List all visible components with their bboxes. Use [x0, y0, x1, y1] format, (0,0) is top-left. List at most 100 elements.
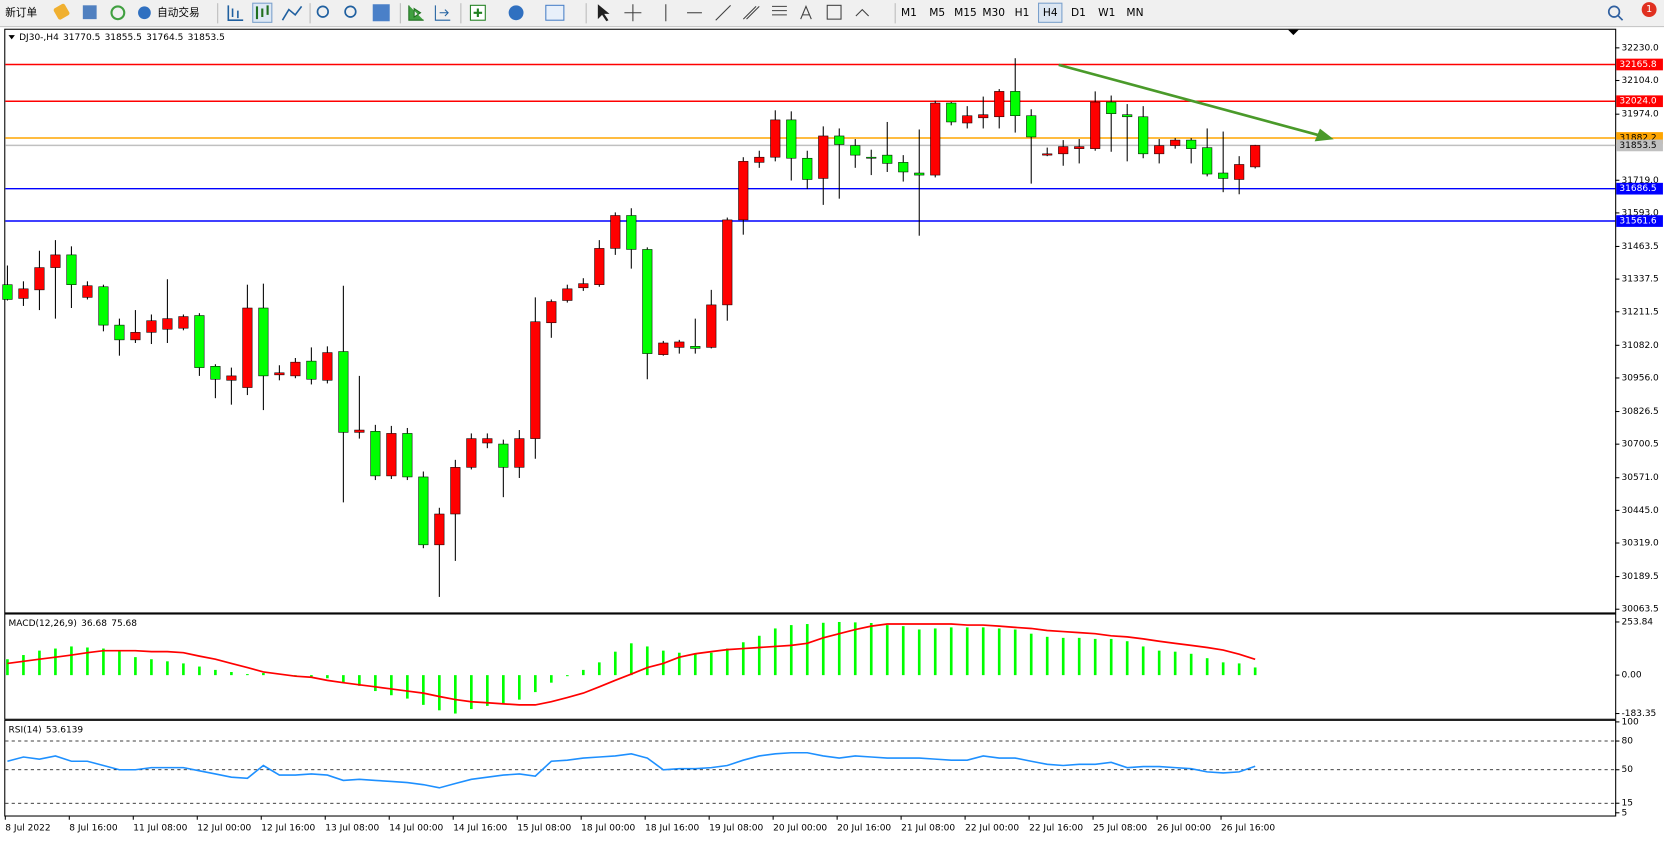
y-tick-label: 0.00 [1622, 671, 1642, 681]
price-label: 32024.0 [1619, 97, 1657, 107]
timeframe-button[interactable]: D1 [1071, 6, 1086, 19]
timeframe-button[interactable]: H4 [1043, 6, 1058, 19]
chart-layer: 32230.0 32104.0 31974.0 31719.0 31593.0 31463… [2, 33, 1663, 834]
candle-body [914, 172, 925, 176]
bar-chart-button[interactable] [227, 5, 244, 21]
chart-shift-marker [1288, 29, 1299, 36]
arrows-button[interactable] [855, 8, 870, 17]
candle-body [466, 438, 477, 468]
chart-shift-button[interactable] [434, 5, 451, 21]
text-button[interactable] [800, 4, 812, 20]
candle-body [210, 366, 221, 380]
line-chart-button[interactable] [281, 5, 303, 21]
y-tick-label: 31211.5 [1622, 307, 1659, 317]
autoscroll-button[interactable] [408, 5, 424, 21]
y-tick-label: 31463.5 [1622, 242, 1659, 252]
candle-body [1154, 145, 1165, 155]
timeframe-button[interactable]: MN [1126, 6, 1143, 19]
cursor-button[interactable] [597, 4, 610, 22]
candle-body [386, 433, 397, 477]
new-order-button[interactable]: 新订单 [5, 6, 37, 19]
x-tick-label: 26 Jul 00:00 [1157, 824, 1211, 834]
main-panel [4, 28, 1617, 614]
y-tick-label: 30189.5 [1622, 572, 1659, 582]
price-label-box [1616, 132, 1663, 144]
trendline-button[interactable] [715, 4, 731, 21]
candle-body [818, 135, 829, 179]
y-tick-label: 30826.5 [1622, 407, 1659, 417]
timeframe-button[interactable]: M1 [901, 6, 917, 19]
last-close: 31853.5 [188, 33, 225, 43]
search-button[interactable] [1607, 5, 1621, 18]
macd-title: MACD(12,26,9) 36.68 75.68 [8, 619, 137, 629]
active-timeframe-box [1038, 2, 1063, 23]
auto-trade-button[interactable]: 自动交易 [157, 6, 199, 19]
timeframe-button[interactable]: M15 [954, 6, 977, 19]
macd-last: 36.68 [81, 619, 107, 629]
notification-badge[interactable] [1641, 2, 1657, 18]
symbol-marker [8, 35, 15, 40]
candle-body [626, 215, 637, 250]
y-tick-label: 30956.0 [1622, 373, 1660, 383]
tile-button[interactable] [372, 4, 390, 22]
candle-body [258, 307, 269, 377]
timeframe-button[interactable]: H1 [1015, 6, 1030, 19]
x-tick-label: 20 Jul 00:00 [773, 824, 827, 834]
templates-button[interactable] [545, 4, 565, 21]
macd-signal [7, 623, 1256, 706]
trend-arrow [1058, 63, 1323, 138]
timeframe-button[interactable]: M30 [982, 6, 1005, 19]
price-label-box [1616, 182, 1663, 195]
y-tick-label: 31082.0 [1622, 341, 1660, 351]
x-tick-label: 19 Jul 08:00 [709, 824, 763, 834]
icon [255, 5, 269, 20]
price-label: 31853.5 [1619, 141, 1656, 151]
y-tick-label: 30700.5 [1622, 440, 1659, 450]
x-tick-label: 12 Jul 16:00 [261, 824, 315, 834]
toolbar: 新订单 自动交易 M1 M5 M15 M30 H1 H4 D1 W1 [0, 0, 1664, 28]
x-tick-label: 14 Jul 00:00 [389, 824, 443, 834]
candle-body [370, 431, 381, 477]
candle-body [866, 156, 877, 159]
x-tick-label: 20 Jul 16:00 [837, 824, 891, 834]
macd-panel [4, 613, 1617, 720]
candle-body [114, 324, 125, 341]
rsi-panel [4, 719, 1617, 817]
label-button[interactable] [826, 4, 842, 20]
candle-body [738, 161, 749, 221]
x-tick-label: 18 Jul 16:00 [645, 824, 699, 834]
candle-body [898, 162, 909, 173]
zoom-in-button[interactable] [316, 5, 329, 18]
candle-body [1122, 114, 1133, 118]
price-label: 31686.5 [1619, 184, 1656, 194]
channel-button[interactable] [742, 6, 760, 20]
candle-body [242, 307, 253, 388]
candle-body [658, 342, 669, 355]
candle-body [946, 102, 957, 123]
y-tick-label: 253.84 [1622, 617, 1654, 627]
timeframe-button[interactable]: W1 [1098, 6, 1115, 19]
crosshair-button[interactable] [624, 4, 642, 22]
candle-body [482, 438, 493, 444]
fibo-button[interactable] [772, 5, 787, 16]
x-tick-label: 8 Jul 2022 [5, 824, 50, 834]
zoom-out-button[interactable] [344, 5, 357, 18]
periods-button[interactable] [508, 5, 524, 21]
candle-body [50, 254, 61, 268]
rsi-title: RSI(14) 53.6139 [8, 725, 83, 735]
y-tick-label: 30445.0 [1622, 506, 1660, 516]
y-tick-label: 32104.0 [1622, 76, 1660, 86]
symbol: DJ30-,H4 [19, 33, 59, 43]
candle-body [706, 304, 717, 348]
candle-body [994, 91, 1005, 118]
candle-body [562, 288, 573, 301]
x-tick-label: 14 Jul 16:00 [453, 824, 507, 834]
candle-body [546, 301, 557, 324]
chart-title: DJ30-,H4 31770.5 31855.5 31764.5 31853.5 [19, 33, 225, 43]
x-tick-label: 15 Jul 08:00 [517, 824, 571, 834]
candle-body [498, 443, 509, 468]
x-tick-label: 22 Jul 16:00 [1029, 824, 1083, 834]
timeframe-button[interactable]: M5 [929, 6, 945, 19]
candle-body [66, 254, 77, 285]
